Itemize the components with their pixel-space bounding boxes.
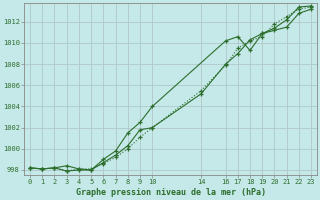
X-axis label: Graphe pression niveau de la mer (hPa): Graphe pression niveau de la mer (hPa) xyxy=(76,188,266,197)
